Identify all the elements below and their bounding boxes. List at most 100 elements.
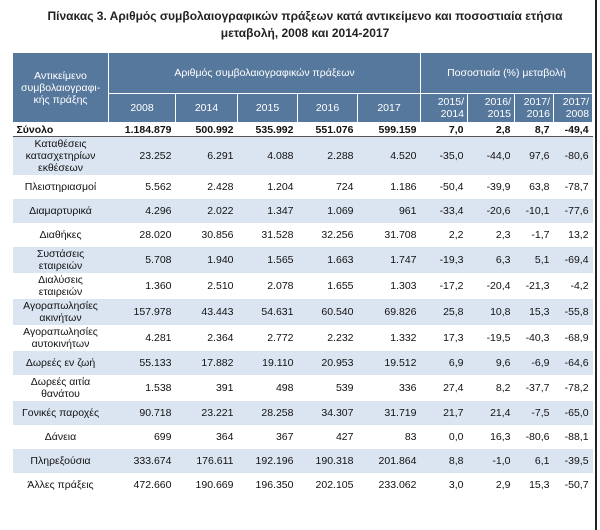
column-header: 2016/ 2015 (467, 93, 515, 123)
cell: -55,8 (553, 299, 593, 325)
cell: 176.611 (175, 449, 238, 473)
row-label: Δωρεές εν ζωή (12, 351, 109, 375)
cell: 201.864 (357, 449, 421, 473)
cell: 4.088 (237, 136, 298, 175)
row-label: Συστάσεις εταιρειών (12, 247, 109, 273)
cell: 699 (153, 431, 172, 443)
cell: -20,6 (467, 199, 515, 223)
cell: 32.256 (321, 229, 354, 241)
table-row: Αγοραπωλησίες ακινήτων 157.978 43.443 54.63… (12, 299, 593, 325)
cell: 17.882 (175, 351, 238, 375)
row-label: Πληρεξούσια (12, 449, 109, 473)
cell: 2.772 (267, 332, 294, 344)
cell: 1.069 (297, 199, 358, 223)
cell: 27,4 (443, 382, 464, 394)
cell: 4.281 (145, 332, 172, 344)
cell: 202.105 (315, 479, 354, 491)
cell: 1.940 (175, 247, 238, 273)
cell: -39,5 (553, 449, 593, 473)
row-label: Πλειστηριασμοί (24, 181, 97, 193)
row-label: Δωρεές αιτία θανάτου (30, 376, 91, 400)
cell: -37,7 (525, 382, 550, 394)
cell: -35,0 (420, 136, 468, 175)
table-row: Δάνεια 699 364 367 427 83 0,0 16,3 -80,6 -88,1 (13, 425, 593, 449)
cell: 333.674 (108, 449, 176, 473)
table-row: Σύνολο 1.184.879 500.992 535.992 551.076 599.… (12, 122, 593, 137)
row-label: Αγοραπωλησίες ακινήτων (12, 299, 109, 325)
cell: 498 (275, 382, 294, 394)
cell: 90.718 (108, 401, 176, 425)
cell: -4,2 (570, 280, 589, 292)
cell: 2.078 (267, 280, 294, 292)
cell: -69,4 (553, 247, 593, 273)
cell: 83 (404, 431, 417, 443)
cell: 190.669 (195, 479, 234, 491)
cell: 1.538 (145, 382, 172, 394)
table-row: Άλλες πράξεις 472.660 190.669 196.350 202.10… (13, 473, 593, 497)
cell: 2,2 (448, 229, 464, 241)
cell: 31.719 (357, 401, 421, 425)
cell: 391 (215, 382, 234, 394)
group-header: Ποσοστιαία (%) μεταβολή (419, 52, 594, 94)
cell: -65,0 (553, 401, 593, 425)
cell: 5.562 (145, 181, 172, 193)
cell: 23.252 (108, 136, 176, 175)
cell: 535.992 (237, 122, 298, 137)
cell: 10,8 (467, 299, 515, 325)
cell: 43.443 (175, 299, 238, 325)
cell: 5.708 (108, 247, 176, 273)
cell: 2.364 (207, 332, 234, 344)
cell: 2.232 (327, 332, 354, 344)
cell: -64,6 (553, 351, 593, 375)
cell: -33,4 (420, 199, 468, 223)
cell: -78,7 (564, 181, 589, 193)
cell: 17,3 (443, 332, 464, 344)
cell: 2,9 (495, 479, 511, 491)
cell: -39,9 (486, 181, 511, 193)
cell: 192.196 (237, 449, 298, 473)
cell: 31.528 (261, 229, 294, 241)
cell: 19.110 (237, 351, 298, 375)
cell: 1.204 (267, 181, 294, 193)
cell: 15,3 (529, 479, 550, 491)
cell: 21,4 (467, 401, 515, 425)
cell: -20,4 (486, 280, 511, 292)
cell: 0,0 (448, 431, 464, 443)
cell: 500.992 (175, 122, 238, 137)
cell: 28.020 (139, 229, 172, 241)
table-row: Αγοραπωλησίες αυτοκινήτων 4.281 2.364 2.772… (13, 325, 593, 351)
table-row: Διαμαρτυρικά 4.296 2.022 1.347 1.069 961 -33,4… (12, 199, 593, 223)
data-table: Αντικείμενο συμβολαιογραφι- κής πράξης Αρ… (12, 52, 594, 497)
cell: 4.520 (357, 136, 421, 175)
table-row: Διαθήκες 28.020 30.856 31.528 32.256 31.708 2,… (13, 223, 593, 247)
edge-line (595, 0, 597, 530)
header-row: 2008 2014 2015 2016 2017 2015/ 2014 2016/ 2015… (13, 93, 594, 123)
cell: 54.631 (237, 299, 298, 325)
cell: 336 (398, 382, 417, 394)
table-row: Γονικές παροχές 90.718 23.221 28.258 34.307 3… (12, 401, 593, 425)
cell: 23.221 (175, 401, 238, 425)
column-header: 2015/ 2014 (420, 93, 468, 123)
row-label: Δάνεια (44, 431, 77, 443)
row-label: Γονικές παροχές (12, 401, 109, 425)
cell: 1.663 (297, 247, 358, 273)
cell: 427 (335, 431, 354, 443)
cell: 157.978 (108, 299, 176, 325)
cell: -77,6 (553, 199, 593, 223)
cell: 60.540 (297, 299, 358, 325)
cell: 2.510 (207, 280, 234, 292)
row-label: Άλλες πράξεις (27, 479, 94, 491)
table-row: Διαλύσεις εταιρειών 1.360 2.510 2.078 1.655 1… (13, 273, 593, 299)
cell: 1.360 (145, 280, 172, 292)
cell: -40,3 (525, 332, 550, 344)
cell: 7,0 (420, 122, 468, 137)
cell: 2,8 (467, 122, 515, 137)
subject-header: Αντικείμενο συμβολαιογραφι- κής πράξης (12, 52, 109, 123)
cell: 28.258 (237, 401, 298, 425)
cell: 1.184.879 (108, 122, 176, 137)
cell: 364 (215, 431, 234, 443)
cell: 8,7 (514, 122, 554, 137)
cell: 19.512 (357, 351, 421, 375)
cell: -78,2 (564, 382, 589, 394)
cell: 1.565 (237, 247, 298, 273)
